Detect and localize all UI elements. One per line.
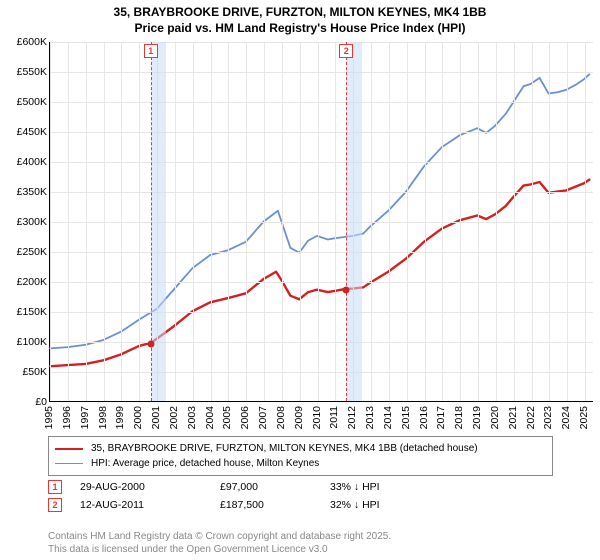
x-tick-label: 2019 (471, 406, 483, 429)
x-tick-label: 2024 (560, 406, 572, 429)
x-tick-label: 2000 (132, 406, 144, 429)
legend: 35, BRAYBROOKE DRIVE, FURZTON, MILTON KE… (48, 436, 553, 476)
x-tick-label: 2007 (257, 406, 269, 429)
footer-line-1: Contains HM Land Registry data © Crown c… (48, 530, 391, 543)
x-tick-label: 1995 (43, 406, 55, 429)
y-tick-label: £300K (17, 216, 47, 228)
y-tick-label: £550K (17, 66, 47, 78)
y-tick-label: £500K (17, 96, 47, 108)
title-subtitle: Price paid vs. HM Land Registry's House … (0, 20, 600, 36)
event-dot (343, 286, 350, 293)
legend-swatch (55, 463, 83, 464)
x-tick-label: 2022 (525, 406, 537, 429)
event-number: 2 (48, 498, 62, 512)
event-number: 1 (48, 480, 62, 494)
x-tick-label: 2002 (168, 406, 180, 429)
x-tick-label: 2020 (489, 406, 501, 429)
event-dot (147, 340, 154, 347)
legend-item: HPI: Average price, detached house, Milt… (55, 456, 546, 471)
footer-line-2: This data is licensed under the Open Gov… (48, 543, 391, 556)
series-line (50, 74, 589, 348)
x-tick-label: 2006 (239, 406, 251, 429)
x-tick-label: 1999 (114, 406, 126, 429)
legend-swatch (55, 448, 83, 450)
x-tick-label: 2015 (400, 406, 412, 429)
x-tick-label: 2010 (311, 406, 323, 429)
chart-area: £0£50K£100K£150K£200K£250K£300K£350K£400… (3, 42, 597, 430)
y-tick-label: £600K (17, 36, 47, 48)
y-tick-label: £50K (22, 366, 47, 378)
chart-container: 35, BRAYBROOKE DRIVE, FURZTON, MILTON KE… (0, 0, 600, 560)
legend-item: 35, BRAYBROOKE DRIVE, FURZTON, MILTON KE… (55, 441, 546, 456)
x-tick-label: 2021 (507, 406, 519, 429)
event-row: 1 29-AUG-2000£97,00033% ↓ HPI (48, 478, 553, 496)
series-line (50, 180, 589, 367)
x-tick-label: 2001 (150, 406, 162, 429)
x-tick-label: 2017 (435, 406, 447, 429)
x-tick-label: 2016 (418, 406, 430, 429)
events-table: 1 29-AUG-2000£97,00033% ↓ HPI 2 12-AUG-2011… (48, 478, 553, 514)
y-tick-label: £250K (17, 246, 47, 258)
y-tick-label: £450K (17, 126, 47, 138)
x-axis: 1995199619971998199920002001200220032004… (49, 402, 593, 430)
y-tick-label: £200K (17, 276, 47, 288)
event-date: 29-AUG-2000 (80, 481, 220, 493)
x-tick-label: 2008 (275, 406, 287, 429)
x-tick-label: 2023 (542, 406, 554, 429)
event-delta: 33% ↓ HPI (330, 481, 553, 493)
x-tick-label: 2025 (578, 406, 590, 429)
legend-label: HPI: Average price, detached house, Milt… (91, 456, 319, 471)
x-tick-label: 1997 (79, 406, 91, 429)
x-tick-label: 2018 (453, 406, 465, 429)
y-axis: £0£50K£100K£150K£200K£250K£300K£350K£400… (3, 42, 49, 402)
footer-attribution: Contains HM Land Registry data © Crown c… (48, 530, 391, 556)
plot-area: 12 (49, 42, 593, 402)
event-date: 12-AUG-2011 (80, 499, 220, 511)
y-tick-label: £100K (17, 336, 47, 348)
y-tick-label: £400K (17, 156, 47, 168)
event-row: 2 12-AUG-2011£187,50032% ↓ HPI (48, 496, 553, 514)
x-tick-label: 1998 (97, 406, 109, 429)
x-tick-label: 1996 (61, 406, 73, 429)
event-delta: 32% ↓ HPI (330, 499, 553, 511)
x-tick-label: 2004 (204, 406, 216, 429)
x-tick-label: 2013 (364, 406, 376, 429)
legend-label: 35, BRAYBROOKE DRIVE, FURZTON, MILTON KE… (91, 441, 478, 456)
x-tick-label: 2003 (186, 406, 198, 429)
y-tick-label: £150K (17, 306, 47, 318)
event-marker: 2 (339, 44, 353, 58)
x-tick-label: 2011 (328, 406, 340, 429)
x-tick-label: 2009 (293, 406, 305, 429)
x-tick-label: 2014 (382, 406, 394, 429)
event-price: £187,500 (220, 499, 330, 511)
event-marker: 1 (144, 44, 158, 58)
title-address: 35, BRAYBROOKE DRIVE, FURZTON, MILTON KE… (0, 4, 600, 20)
title-block: 35, BRAYBROOKE DRIVE, FURZTON, MILTON KE… (0, 0, 600, 38)
event-price: £97,000 (220, 481, 330, 493)
y-tick-label: £350K (17, 186, 47, 198)
x-tick-label: 2005 (221, 406, 233, 429)
x-tick-label: 2012 (346, 406, 358, 429)
